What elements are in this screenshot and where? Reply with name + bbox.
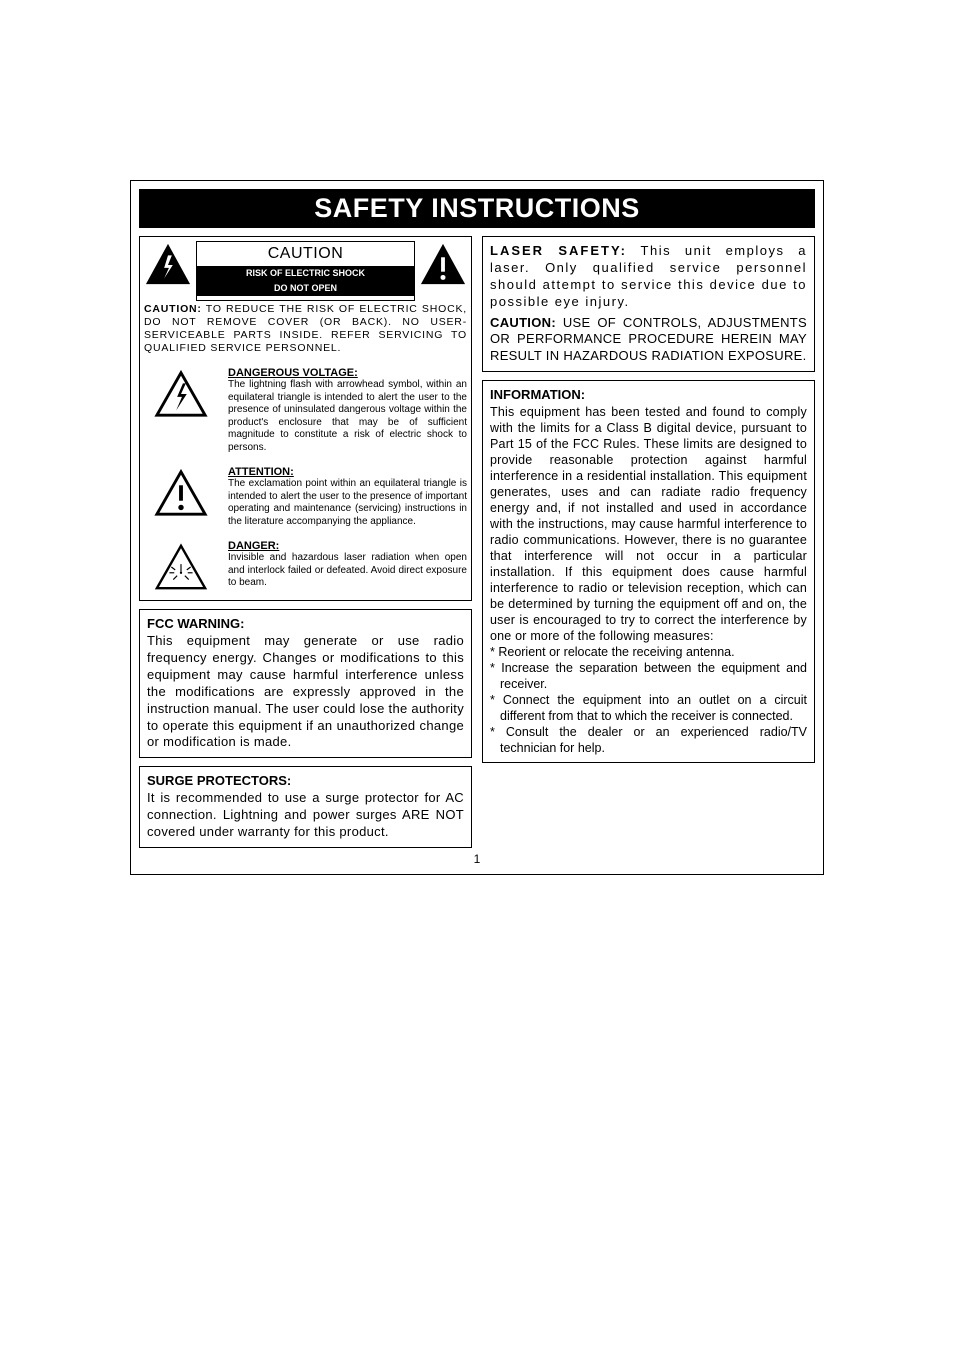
info-item: Increase the separation between the equi… (500, 660, 807, 692)
info-head: INFORMATION: (490, 387, 807, 402)
caution-body: CAUTION: TO REDUCE THE RISK OF ELECTRIC … (144, 303, 467, 356)
page-frame: SAFETY INSTRUCTIONS CAUTION RISK OF ELEC… (130, 180, 824, 875)
caution-box: CAUTION RISK OF ELECTRIC SHOCK DO NOT OP… (139, 236, 472, 601)
laser-paragraph: LASER SAFETY: This unit employs a laser.… (490, 243, 807, 311)
info-list: Reorient or relocate the receiving anten… (490, 644, 807, 756)
lightning-triangle-icon (144, 241, 192, 287)
danger-head: DANGER: (228, 540, 467, 552)
dangerous-voltage-body: The lightning flash with arrowhead symbo… (228, 379, 467, 454)
info-box: INFORMATION: This equipment has been tes… (482, 380, 815, 763)
laser-box: LASER SAFETY: This unit employs a laser.… (482, 236, 815, 372)
right-column: LASER SAFETY: This unit employs a laser.… (482, 236, 815, 848)
banner-title: SAFETY INSTRUCTIONS (139, 189, 815, 228)
exclamation-outline-icon (154, 468, 208, 518)
columns: CAUTION RISK OF ELECTRIC SHOCK DO NOT OP… (139, 236, 815, 848)
laser-caution-head: CAUTION: (490, 315, 556, 330)
fcc-body: This equipment may generate or use radio… (147, 633, 464, 751)
page-number: 1 (139, 848, 815, 866)
info-item: Connect the equipment into an outlet on … (500, 692, 807, 724)
laser-caution-paragraph: CAUTION: USE OF CONTROLS, ADJUSTMENTS OR… (490, 315, 807, 366)
attention-row: ATTENTION: The exclamation point within … (144, 466, 467, 528)
exclamation-triangle-icon (419, 241, 467, 287)
dangerous-voltage-row: DANGEROUS VOLTAGE: The lightning flash w… (144, 367, 467, 454)
caution-risk-line2: DO NOT OPEN (197, 281, 414, 296)
laser-head: LASER SAFETY: (490, 243, 627, 258)
lightning-outline-icon (154, 369, 208, 419)
attention-head: ATTENTION: (228, 466, 467, 478)
dangerous-voltage-head: DANGEROUS VOLTAGE: (228, 367, 467, 379)
info-item: Reorient or relocate the receiving anten… (500, 644, 807, 660)
surge-box: SURGE PROTECTORS: It is recommended to u… (139, 766, 472, 848)
danger-body: Invisible and hazardous laser radiation … (228, 552, 467, 590)
caution-mid-title: CAUTION (197, 245, 414, 266)
caution-risk-line1: RISK OF ELECTRIC SHOCK (197, 266, 414, 281)
left-column: CAUTION RISK OF ELECTRIC SHOCK DO NOT OP… (139, 236, 472, 848)
danger-row: DANGER: Invisible and hazardous laser ra… (144, 540, 467, 592)
laser-outline-icon (154, 542, 208, 592)
fcc-head: FCC WARNING: (147, 616, 464, 631)
caution-body-lead: CAUTION: (144, 303, 202, 315)
caution-mid-box: CAUTION RISK OF ELECTRIC SHOCK DO NOT OP… (196, 241, 415, 301)
surge-body: It is recommended to use a surge protect… (147, 790, 464, 841)
info-body: This equipment has been tested and found… (490, 404, 807, 644)
fcc-box: FCC WARNING: This equipment may generate… (139, 609, 472, 758)
caution-warning-row: CAUTION RISK OF ELECTRIC SHOCK DO NOT OP… (144, 241, 467, 301)
surge-head: SURGE PROTECTORS: (147, 773, 464, 788)
info-item: Consult the dealer or an experienced rad… (500, 724, 807, 756)
attention-body: The exclamation point within an equilate… (228, 478, 467, 528)
